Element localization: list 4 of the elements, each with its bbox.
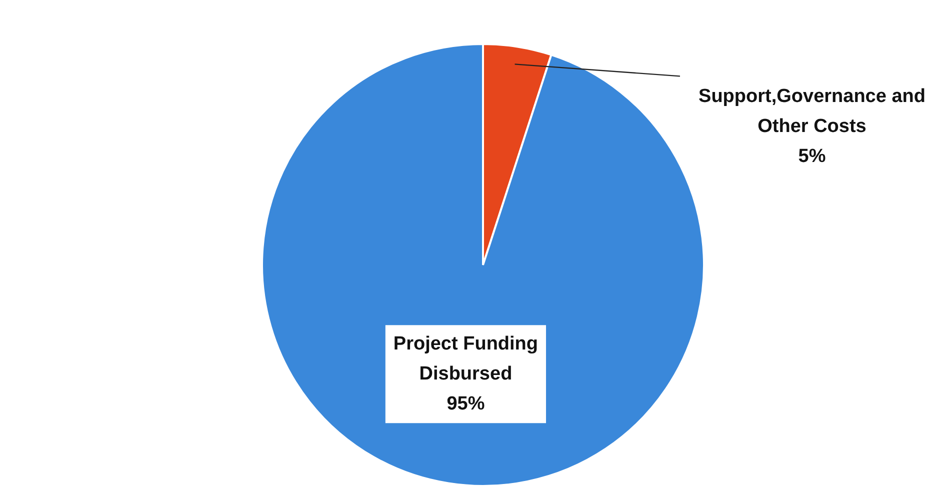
- slice-label: Project Funding Disbursed: [393, 333, 538, 384]
- data-label: 95%: [446, 393, 485, 414]
- slice-label: Support,Governance and Other Costs: [698, 86, 926, 138]
- data-label: 5%: [798, 146, 826, 168]
